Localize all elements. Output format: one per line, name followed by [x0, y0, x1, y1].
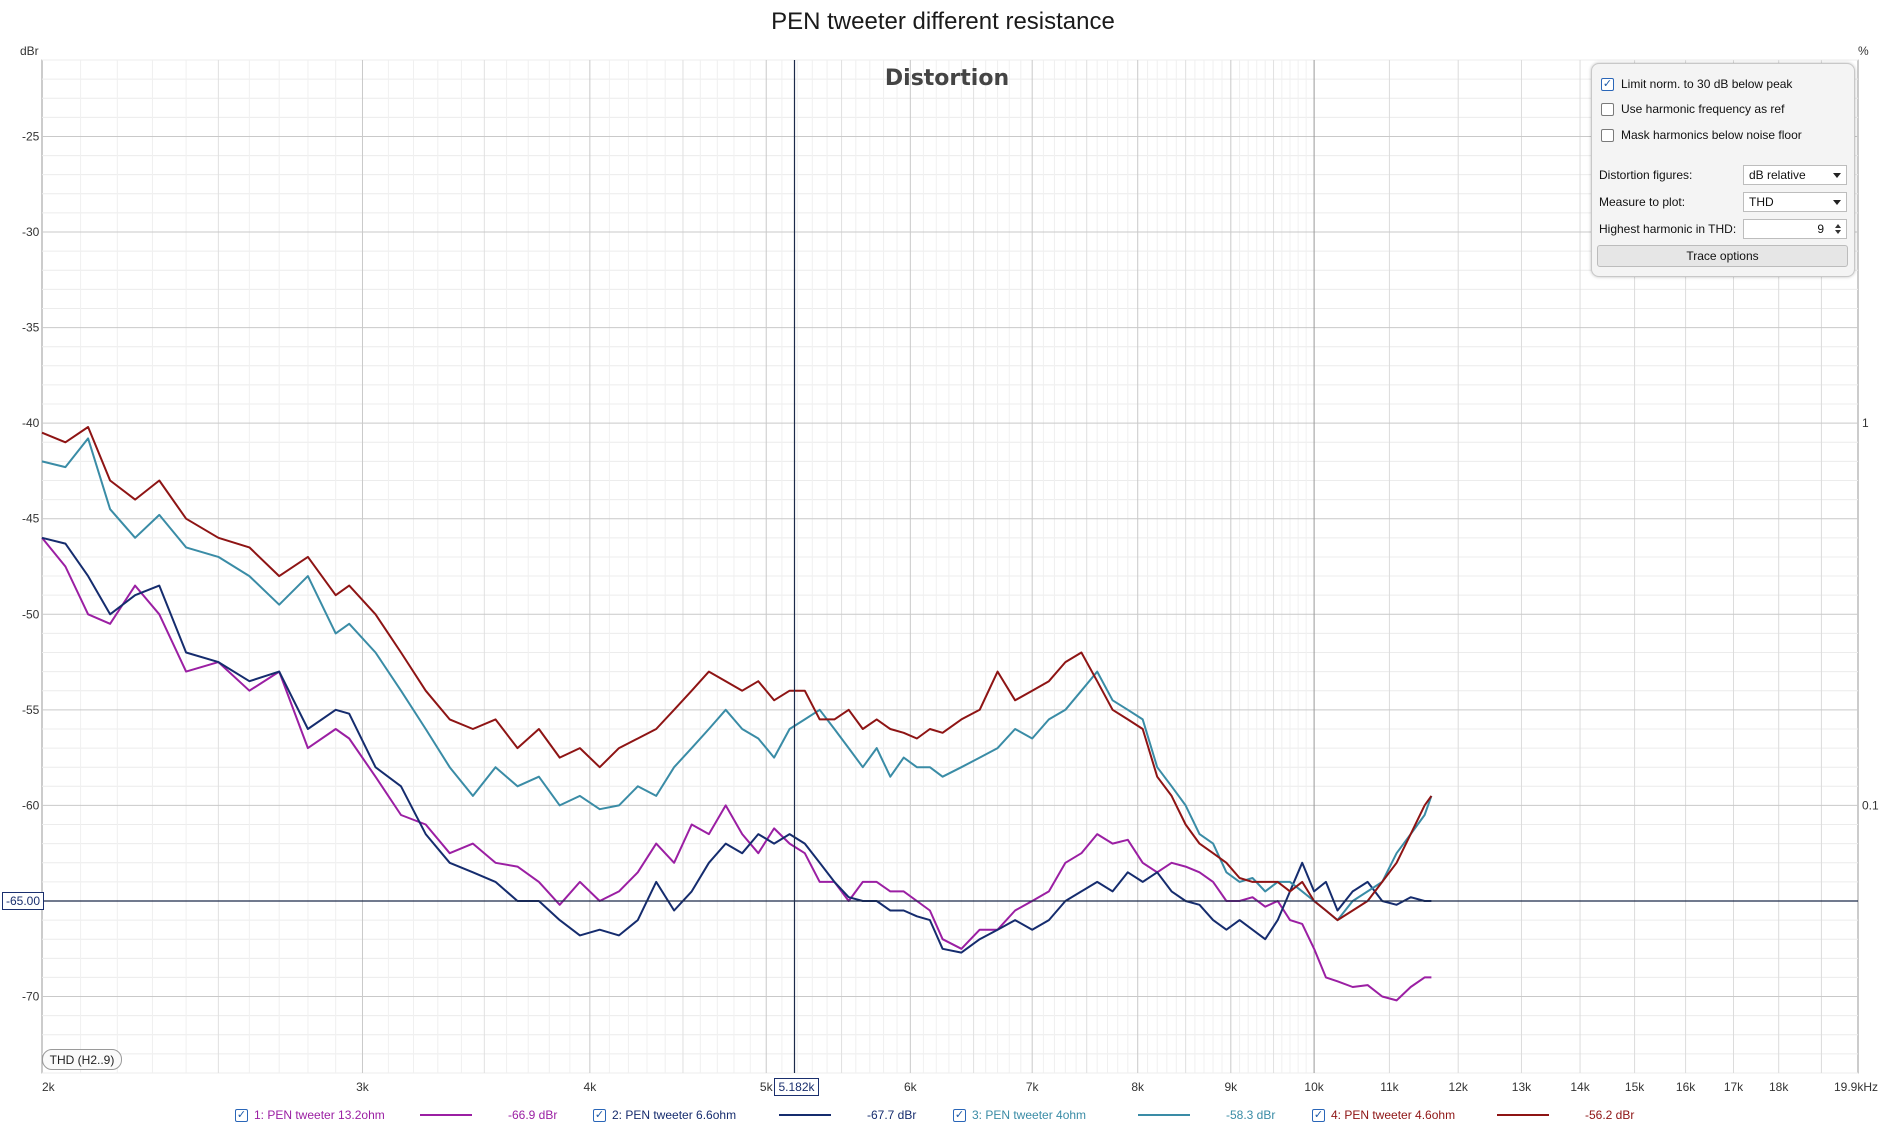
x-tick-label: 5k	[760, 1080, 774, 1094]
series-line-1[interactable]	[41, 537, 1432, 1002]
limit-norm-checkbox[interactable]: ✓	[1601, 77, 1614, 91]
thd-label-badge[interactable]: THD (H2..9)	[42, 1049, 122, 1070]
y-tick-label: -55	[22, 703, 40, 717]
limit-norm-row[interactable]: ✓ Limit norm. to 30 dB below peak	[1601, 76, 1792, 92]
legend-item-3[interactable]: ✓ 3: PEN tweeter 4ohm	[953, 1108, 1086, 1122]
y-unit-right: %	[1858, 44, 1869, 58]
legend-checkbox-4[interactable]: ✓	[1312, 1108, 1325, 1122]
distortion-figures-row: Distortion figures: dB relative	[1599, 164, 1847, 186]
legend-value-3: -58.3 dBr	[1226, 1108, 1276, 1122]
chart-title: PEN tweeter different resistance	[771, 8, 1115, 35]
y-unit-left: dBr	[20, 44, 39, 58]
plot-area	[41, 59, 1859, 1074]
distortion-options-panel: ✓ Limit norm. to 30 dB below peak Use ha…	[1591, 63, 1855, 277]
y-tick-label: -35	[22, 321, 40, 335]
chevron-down-icon	[1833, 200, 1841, 205]
series-line-3[interactable]	[41, 437, 1433, 922]
spin-down-icon[interactable]	[1835, 230, 1841, 234]
x-tick-label: 13k	[1512, 1080, 1532, 1094]
legend-line-1	[420, 1114, 472, 1116]
x-tick-label: 9k	[1224, 1080, 1238, 1094]
spin-up-icon[interactable]	[1835, 224, 1841, 228]
series-line-4[interactable]	[41, 426, 1433, 922]
legend-value-2: -67.7 dBr	[867, 1108, 917, 1122]
y2-tick-label: 0.1	[1862, 798, 1879, 812]
y-tick-label: -30	[22, 225, 40, 239]
legend-checkbox-1[interactable]: ✓	[235, 1108, 248, 1122]
y-tick-label: -70	[22, 990, 40, 1004]
x-tick-label: 7k	[1026, 1080, 1040, 1094]
x-tick-label: 17k	[1724, 1080, 1744, 1094]
x-tick-label: 2k	[42, 1080, 56, 1094]
distortion-figures-label: Distortion figures:	[1599, 168, 1693, 182]
legend-value-4: -56.2 dBr	[1585, 1108, 1635, 1122]
legend-label-3: 3: PEN tweeter 4ohm	[972, 1108, 1087, 1122]
legend-label-2: 2: PEN tweeter 6.6ohm	[612, 1108, 737, 1122]
highest-harmonic-stepper[interactable]: 9	[1743, 219, 1847, 239]
y2-tick-label: 1	[1862, 416, 1869, 430]
legend-checkbox-3[interactable]: ✓	[953, 1108, 966, 1122]
x-tick-label: 15k	[1625, 1080, 1645, 1094]
minor-grid	[42, 59, 1858, 1074]
measure-to-plot-row: Measure to plot: THD	[1599, 191, 1847, 213]
x-tick-label: 8k	[1131, 1080, 1145, 1094]
legend: ✓ 1: PEN tweeter 13.2ohm -66.9 dBr ✓ 2: …	[0, 1108, 1886, 1122]
legend-line-3	[1138, 1114, 1190, 1116]
x-tick-label: 10k	[1304, 1080, 1324, 1094]
y-tick-label: -45	[22, 512, 40, 526]
distortion-figures-select[interactable]: dB relative	[1743, 165, 1847, 185]
y-tick-label: -60	[22, 798, 40, 812]
legend-line-2	[779, 1114, 831, 1116]
use-harmonic-row[interactable]: Use harmonic frequency as ref	[1601, 101, 1784, 117]
highest-harmonic-row: Highest harmonic in THD: 9	[1599, 218, 1847, 240]
measure-to-plot-select[interactable]: THD	[1743, 192, 1847, 212]
legend-label-1: 1: PEN tweeter 13.2ohm	[254, 1108, 385, 1122]
highest-harmonic-label: Highest harmonic in THD:	[1599, 222, 1737, 236]
legend-item-4[interactable]: ✓ 4: PEN tweeter 4.6ohm	[1312, 1108, 1455, 1122]
legend-line-4	[1497, 1114, 1549, 1116]
legend-value-1: -66.9 dBr	[508, 1108, 558, 1122]
measure-to-plot-label: Measure to plot:	[1599, 195, 1686, 209]
x-tick-label: 14k	[1570, 1080, 1590, 1094]
limit-norm-label: Limit norm. to 30 dB below peak	[1621, 77, 1793, 91]
distortion-figures-value: dB relative	[1749, 168, 1806, 182]
cursor-x-readout[interactable]: 5.182k	[774, 1078, 819, 1096]
x-tick-label: 6k	[904, 1080, 918, 1094]
legend-item-1[interactable]: ✓ 1: PEN tweeter 13.2ohm	[235, 1108, 385, 1122]
x-tick-label: 18k	[1769, 1080, 1789, 1094]
legend-item-2[interactable]: ✓ 2: PEN tweeter 6.6ohm	[593, 1108, 736, 1122]
legend-label-4: 4: PEN tweeter 4.6ohm	[1331, 1108, 1456, 1122]
measure-to-plot-value: THD	[1749, 195, 1774, 209]
use-harmonic-label: Use harmonic frequency as ref	[1621, 102, 1785, 116]
chart-subtitle: Distortion	[885, 66, 1009, 91]
cursor-y-readout[interactable]: -65.00	[2, 891, 45, 910]
x-tick-labels: 2k 3k 4k 5k 6k 7k 8k 9k 10k 11k 12k 13k 14k 15k 16k 17k…	[42, 1080, 1878, 1094]
y-tick-label: -40	[22, 416, 40, 430]
y2-tick-labels: 10.1	[1862, 416, 1879, 812]
chevron-down-icon	[1833, 173, 1841, 178]
legend-checkbox-2[interactable]: ✓	[593, 1108, 606, 1122]
y-tick-labels: -25-30-35-40-45-50-55-60-65-70	[22, 129, 40, 1003]
x-tick-label: 4k	[584, 1080, 598, 1094]
x-tick-label: 19.9kHz	[1834, 1080, 1878, 1094]
mask-harmonics-label: Mask harmonics below noise floor	[1621, 128, 1802, 142]
x-tick-label: 16k	[1676, 1080, 1696, 1094]
mask-harmonics-checkbox[interactable]	[1601, 128, 1614, 142]
y-tick-label: -25	[22, 129, 40, 143]
x-tick-label: 11k	[1380, 1080, 1399, 1094]
trace-options-button[interactable]: Trace options	[1597, 245, 1848, 267]
x-tick-label: 3k	[356, 1080, 370, 1094]
mask-harmonics-row[interactable]: Mask harmonics below noise floor	[1601, 127, 1802, 143]
use-harmonic-checkbox[interactable]	[1601, 102, 1614, 116]
x-tick-label: 12k	[1449, 1080, 1469, 1094]
cursor-lines	[42, 60, 1858, 1073]
y-tick-label: -50	[22, 607, 40, 621]
highest-harmonic-value: 9	[1817, 222, 1824, 236]
